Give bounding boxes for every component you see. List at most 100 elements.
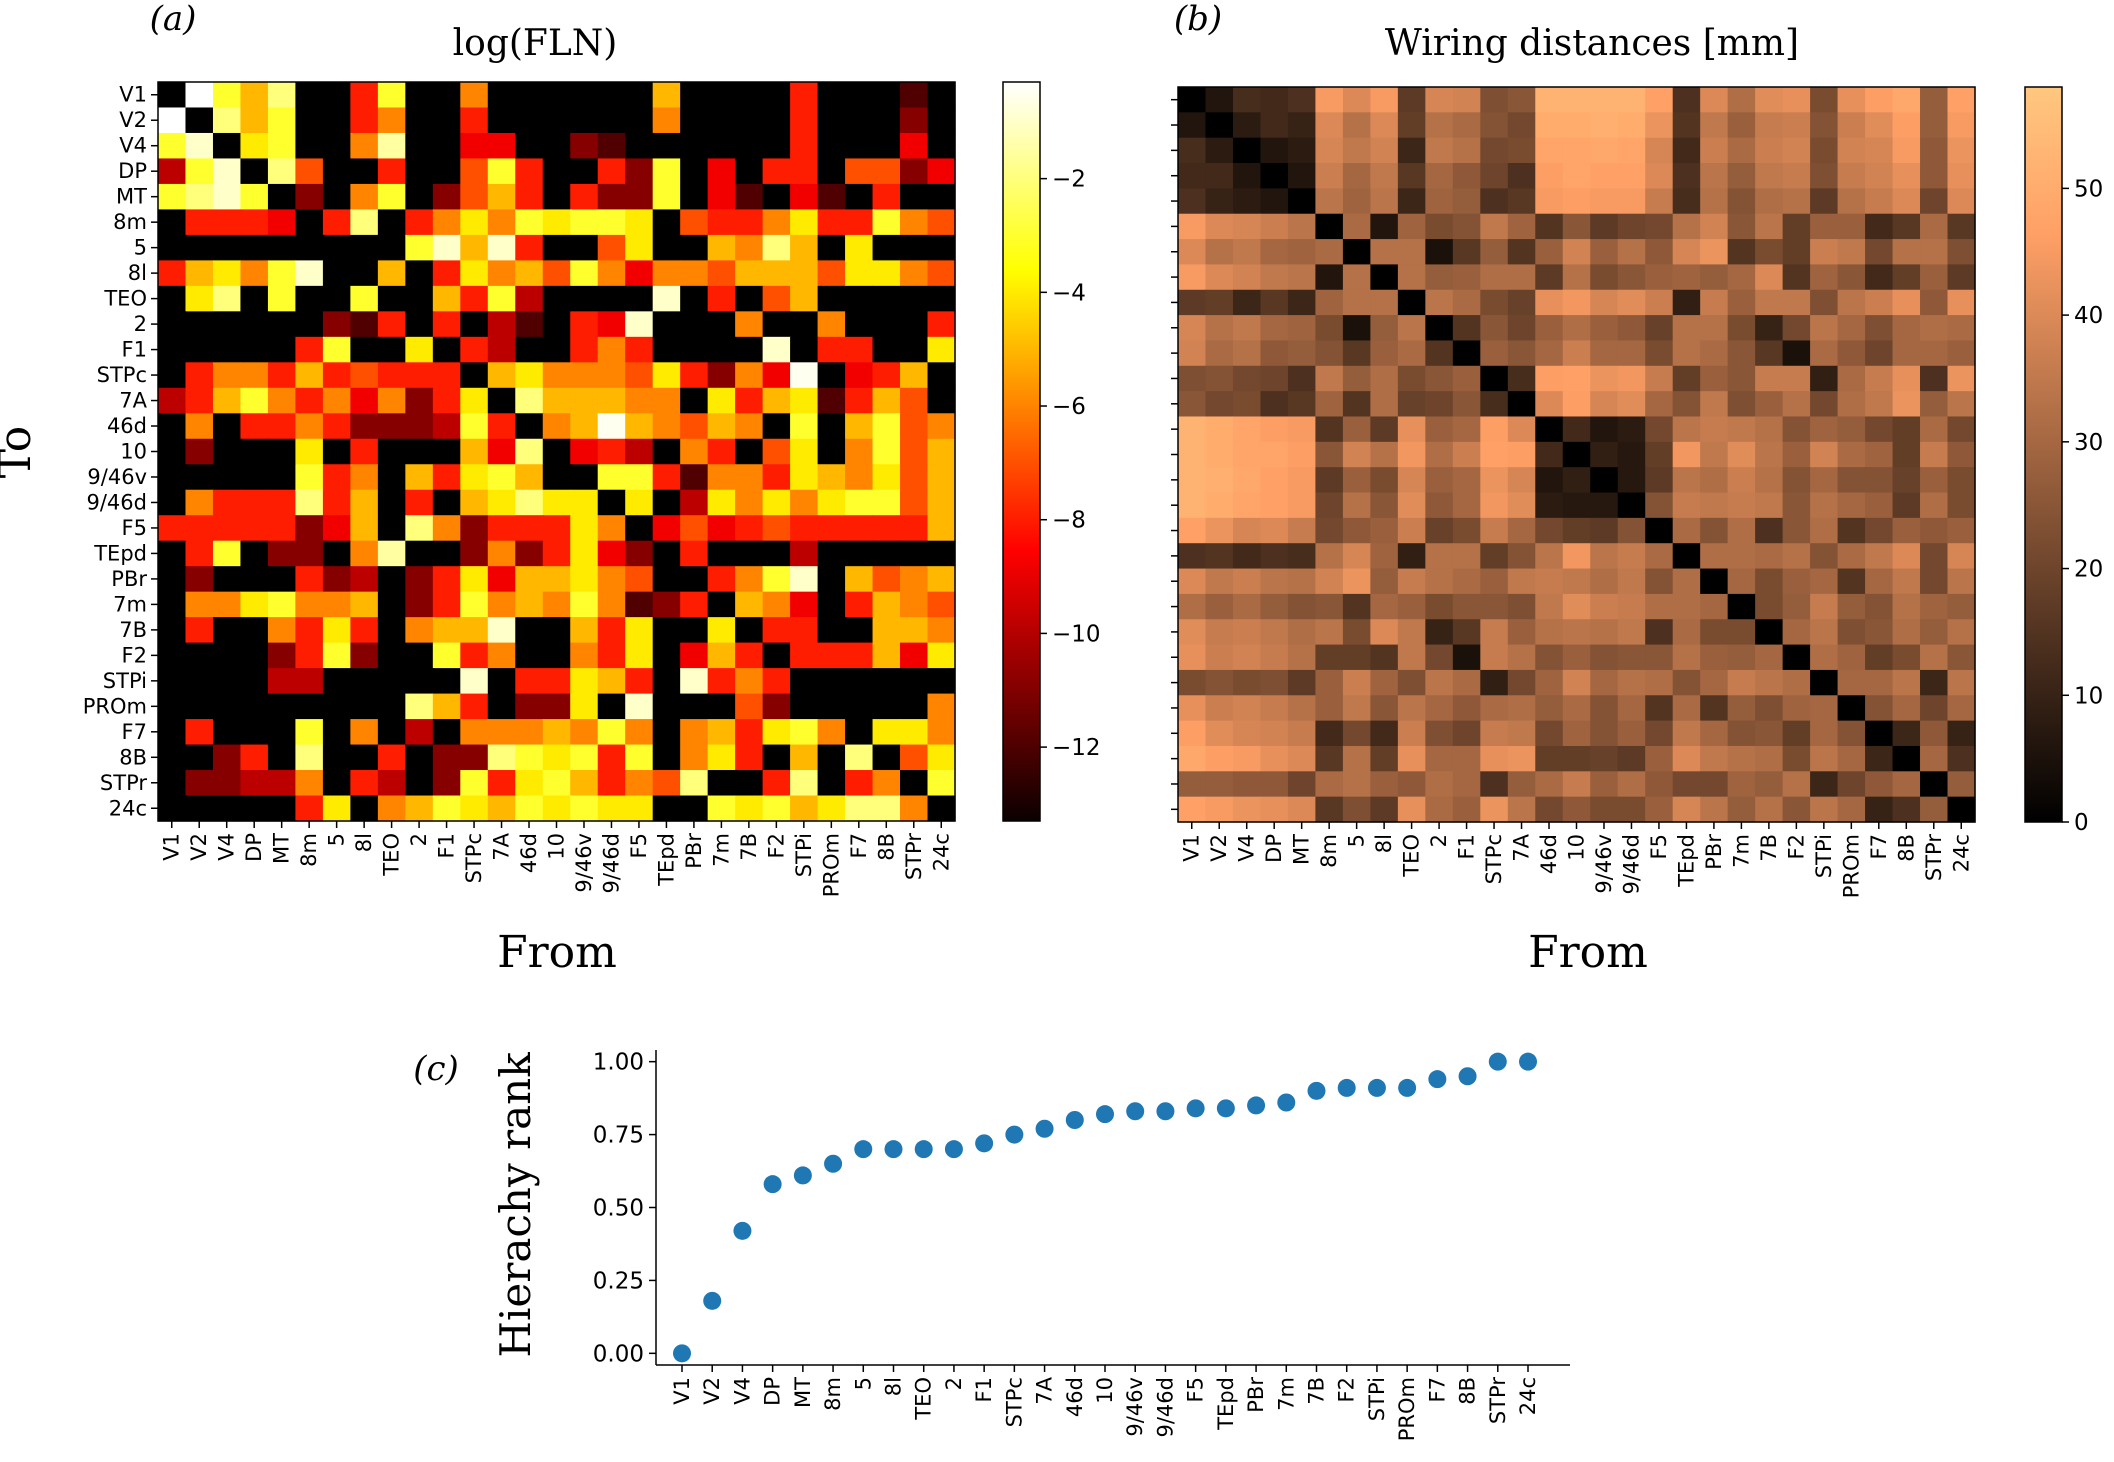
heatmap-cell	[1535, 365, 1564, 392]
x-tick-label: V4	[215, 833, 239, 861]
heatmap-cell	[845, 183, 874, 211]
heatmap-a-xlabel: From	[497, 927, 617, 978]
heatmap-cell	[1947, 796, 1976, 823]
heatmap-cell	[377, 234, 406, 261]
x-tick-label: STPc	[462, 833, 486, 883]
heatmap-cell	[515, 744, 544, 771]
colorbar-tick-label: 50	[2074, 176, 2103, 202]
heatmap-cell	[1342, 441, 1371, 468]
heatmap-cell	[542, 566, 571, 593]
heatmap-cell	[625, 770, 654, 797]
heatmap-cell	[1397, 112, 1426, 139]
heatmap-cell	[680, 489, 709, 516]
heatmap-cell	[1892, 619, 1921, 646]
heatmap-cell	[735, 770, 764, 797]
heatmap-cell	[1452, 289, 1481, 316]
x-tick-label: PROm	[1839, 834, 1863, 898]
heatmap-cell	[1535, 315, 1564, 342]
heatmap-cell	[845, 362, 874, 389]
heatmap-cell	[762, 744, 791, 771]
heatmap-cell	[735, 693, 764, 720]
heatmap-cell	[1947, 467, 1976, 494]
heatmap-cell	[1562, 593, 1591, 620]
heatmap-cell	[1672, 239, 1701, 266]
heatmap-cell	[212, 693, 242, 720]
heatmap-cell	[817, 413, 846, 440]
heatmap-cell	[1178, 619, 1207, 646]
y-tick-label: 5	[134, 236, 147, 260]
heatmap-cell	[1452, 771, 1481, 798]
heatmap-cell	[1507, 87, 1536, 113]
heatmap-cell	[735, 566, 764, 593]
heatmap-cell	[1507, 264, 1536, 291]
heatmap-cell	[1920, 796, 1949, 823]
heatmap-cell	[1810, 517, 1839, 544]
heatmap-cell	[1892, 289, 1921, 316]
heatmap-cell	[1865, 568, 1894, 595]
heatmap-cell	[1892, 416, 1921, 443]
heatmap-cell	[240, 744, 269, 771]
heatmap-cell	[817, 285, 846, 312]
heatmap-cell	[1370, 163, 1399, 189]
heatmap-cell	[1782, 771, 1811, 798]
heatmap-cell	[377, 566, 406, 593]
heatmap-cell	[927, 82, 956, 109]
heatmap-cell	[1672, 112, 1701, 139]
heatmap-cell	[460, 591, 489, 618]
heatmap-cell	[1920, 593, 1949, 620]
heatmap-cell	[845, 413, 874, 440]
heatmap-cell	[1287, 492, 1317, 519]
heatmap-cell	[1755, 239, 1784, 266]
heatmap-cell	[597, 719, 626, 746]
heatmap-cell	[487, 234, 516, 261]
heatmap-cell	[707, 566, 736, 593]
heatmap-cell	[158, 362, 187, 389]
heatmap-cell	[707, 770, 736, 797]
heatmap-cell	[1425, 213, 1454, 240]
heatmap-cell	[1837, 796, 1866, 823]
heatmap-cell	[1727, 695, 1756, 722]
heatmap-cell	[625, 387, 654, 414]
heatmap-cell	[460, 438, 489, 465]
heatmap-cell	[405, 489, 434, 516]
heatmap-cell	[1562, 188, 1591, 215]
heatmap-cell	[432, 132, 461, 160]
heatmap-cell	[295, 515, 324, 542]
x-tick-label: 2	[1427, 834, 1451, 847]
heatmap-cell	[1645, 137, 1674, 164]
heatmap-cell	[432, 336, 461, 363]
heatmap-cell	[927, 489, 956, 516]
heatmap-cell	[1342, 720, 1371, 747]
heatmap-cell	[1920, 745, 1949, 772]
heatmap-cell	[1700, 720, 1729, 747]
heatmap-cell	[735, 336, 764, 363]
heatmap-cell	[1865, 416, 1894, 443]
heatmap-cell	[1782, 796, 1811, 823]
heatmap-cell	[267, 591, 297, 618]
heatmap-cell	[1535, 441, 1564, 468]
heatmap-cell	[1535, 593, 1564, 620]
heatmap-cell	[1260, 593, 1289, 620]
heatmap-cell	[1617, 365, 1646, 392]
heatmap-cell	[1617, 644, 1646, 671]
panel-a-title: log(FLN)	[453, 23, 618, 64]
heatmap-cell	[1342, 87, 1371, 113]
heatmap-cell	[1755, 771, 1784, 798]
heatmap-cell	[1837, 163, 1866, 189]
colorbar-tick-label: −2	[1052, 167, 1086, 193]
heatmap-cell	[542, 158, 571, 185]
heatmap-cell	[1947, 137, 1976, 164]
heatmap-cell	[1178, 112, 1207, 139]
heatmap-cell	[1782, 137, 1811, 164]
heatmap-cell	[185, 770, 214, 797]
x-tick-label: F7	[847, 833, 871, 858]
heatmap-cell	[597, 795, 626, 822]
x-tick-label: 9/46d	[599, 833, 623, 894]
heatmap-cell	[1755, 796, 1784, 823]
heatmap-cell	[1370, 644, 1399, 671]
heatmap-cell	[817, 311, 846, 338]
y-tick-label: STPc	[97, 363, 147, 387]
heatmap-cell	[1810, 467, 1839, 494]
heatmap-cell	[1645, 163, 1674, 189]
heatmap-cell	[1425, 441, 1454, 468]
